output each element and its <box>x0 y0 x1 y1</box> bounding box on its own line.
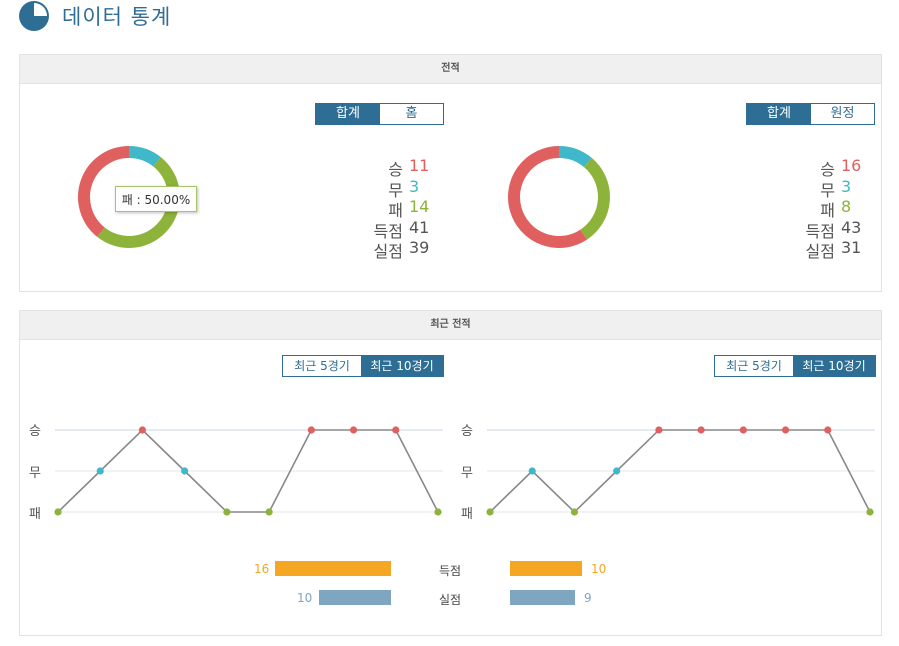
away-result-point[interactable] <box>528 467 536 475</box>
home-donut-slice-draw[interactable] <box>128 146 161 167</box>
home-stat-value: 41 <box>409 217 430 237</box>
home-stat-label: 득점 <box>373 221 403 241</box>
tab-away-total[interactable]: 합계 <box>747 104 811 124</box>
conceded-label: 실점 <box>438 593 462 607</box>
home-result-point[interactable] <box>96 467 104 475</box>
tab-away[interactable]: 원정 <box>811 104 874 124</box>
home-result-point[interactable] <box>223 508 231 516</box>
scored-label: 득점 <box>438 564 462 578</box>
home-result-point[interactable] <box>54 508 62 516</box>
away-result-point[interactable] <box>697 426 705 434</box>
home-record-toggle: 합계 홈 <box>315 103 444 125</box>
page-title: 데이터 통계 <box>62 5 172 29</box>
home-result-line <box>57 428 439 513</box>
home-stat-label: 승 <box>388 160 403 179</box>
away-axis-loss-label: 패 <box>461 507 473 522</box>
home-stat-label: 실점 <box>373 242 403 261</box>
tab-away-recent-5[interactable]: 최근 5경기 <box>715 356 793 376</box>
home-result-point[interactable] <box>434 508 442 516</box>
home-stat-value: 39 <box>409 238 430 257</box>
away-conceded-value: 9 <box>584 591 592 605</box>
away-result-point[interactable] <box>781 426 790 434</box>
home-donut-slice-loss[interactable] <box>97 157 180 248</box>
away-stat-label: 승 <box>820 160 835 179</box>
home-result-point[interactable] <box>181 467 189 475</box>
home-axis-win-label: 승 <box>29 424 41 439</box>
away-stat-value: 8 <box>841 197 852 216</box>
away-recent-line-chart <box>486 426 875 516</box>
home-scored-bar <box>275 561 391 576</box>
tab-home-recent-5[interactable]: 최근 5경기 <box>283 356 361 376</box>
home-stat-value: 14 <box>409 197 430 216</box>
home-stat-label: 패 <box>388 201 403 220</box>
tab-home[interactable]: 홈 <box>380 104 443 124</box>
away-donut-slice-loss[interactable] <box>580 157 610 240</box>
home-conceded-bar <box>319 590 391 605</box>
away-stat-value: 16 <box>841 156 862 175</box>
home-result-point[interactable] <box>349 426 358 434</box>
tab-home-recent-10[interactable]: 최근 10경기 <box>361 356 443 376</box>
home-axis-loss-label: 패 <box>29 507 41 522</box>
recent-record-panel-title: 최근 전적 <box>20 311 881 340</box>
away-donut-slice-win[interactable] <box>508 146 588 248</box>
away-stat-label: 무 <box>820 180 835 200</box>
home-axis-draw-label: 무 <box>29 466 41 481</box>
home-stat-value: 3 <box>409 176 420 196</box>
pie-chart-icon <box>19 1 49 31</box>
home-stat-value: 11 <box>409 156 430 175</box>
away-axis-win-label: 승 <box>461 424 473 439</box>
away-stat-value: 43 <box>841 217 862 237</box>
away-result-point[interactable] <box>486 508 494 516</box>
away-stat-label: 패 <box>820 201 835 220</box>
away-result-point[interactable] <box>570 508 579 516</box>
home-recent-toggle: 최근 5경기 최근 10경기 <box>282 355 444 377</box>
away-result-point[interactable] <box>739 426 747 434</box>
away-result-point[interactable] <box>655 426 663 434</box>
away-recent-toggle: 최근 5경기 최근 10경기 <box>714 355 876 377</box>
away-result-point[interactable] <box>866 508 874 516</box>
record-panel-title: 전적 <box>20 55 881 84</box>
away-axis-draw-label: 무 <box>461 466 473 481</box>
away-scored-value: 10 <box>591 562 607 576</box>
home-conceded-value: 10 <box>297 591 313 605</box>
home-recent-line-chart <box>54 426 443 516</box>
away-stat-value: 3 <box>841 176 852 196</box>
away-result-point[interactable] <box>613 467 621 475</box>
away-record-donut <box>508 146 610 248</box>
away-stat-value: 31 <box>841 238 862 257</box>
away-record-toggle: 합계 원정 <box>746 103 875 125</box>
away-stat-label: 실점 <box>805 242 835 261</box>
away-stat-label: 득점 <box>805 221 835 241</box>
away-result-line <box>489 429 871 514</box>
away-result-point[interactable] <box>824 426 832 434</box>
away-donut-slice-draw[interactable] <box>558 146 592 168</box>
home-stat-label: 무 <box>388 180 403 200</box>
home-result-point[interactable] <box>265 508 273 516</box>
away-conceded-bar <box>510 590 575 605</box>
home-result-point[interactable] <box>307 426 315 434</box>
tab-home-total[interactable]: 합계 <box>316 104 380 124</box>
tab-away-recent-10[interactable]: 최근 10경기 <box>793 356 875 376</box>
home-scored-value: 16 <box>254 562 270 576</box>
home-donut-slice-win[interactable] <box>78 146 130 237</box>
donut-tooltip: 패 : 50.00% <box>115 186 197 212</box>
away-scored-bar <box>510 561 582 576</box>
home-record-donut <box>78 146 180 248</box>
home-result-point[interactable] <box>138 426 147 434</box>
home-result-point[interactable] <box>392 426 400 434</box>
